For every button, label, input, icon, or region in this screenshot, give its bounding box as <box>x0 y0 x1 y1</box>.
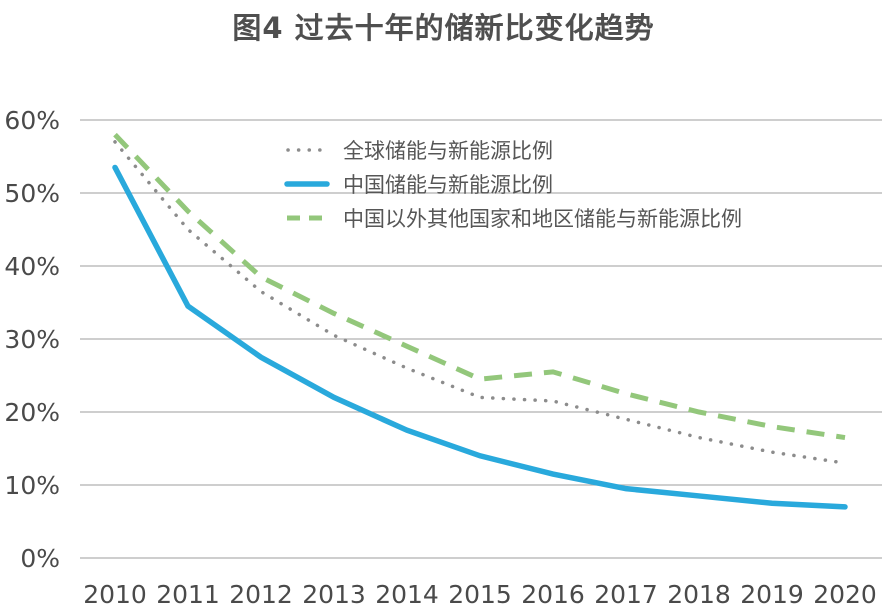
solid-line-swatch-icon <box>284 181 330 187</box>
x-axis-label: 2016 <box>521 580 585 609</box>
x-axis-label: 2012 <box>229 580 293 609</box>
x-axis-label: 2011 <box>156 580 220 609</box>
legend: 全球储能与新能源比例 中国储能与新能源比例 中国以外其他国家和地区储能与新能源比… <box>284 133 742 235</box>
y-axis-label: 0% <box>20 544 60 573</box>
y-axis-label: 50% <box>4 179 60 208</box>
dotted-line-swatch-icon <box>286 148 328 152</box>
legend-label-global: 全球储能与新能源比例 <box>343 139 553 163</box>
x-axis-label: 2020 <box>813 580 877 609</box>
x-axis-label: 2018 <box>667 580 731 609</box>
x-axis-label: 2014 <box>375 580 439 609</box>
y-axis-label: 30% <box>4 325 60 354</box>
y-axis-label: 60% <box>4 106 60 135</box>
x-axis-label: 2010 <box>83 580 147 609</box>
legend-item-other: 中国以外其他国家和地区储能与新能源比例 <box>284 201 742 235</box>
chart-title: 图4 过去十年的储新比变化趋势 <box>232 11 655 45</box>
legend-item-global: 全球储能与新能源比例 <box>284 133 742 167</box>
x-axis-label: 2017 <box>594 580 658 609</box>
x-axis-label: 2015 <box>448 580 512 609</box>
y-axis-label: 10% <box>4 471 60 500</box>
y-axis-label: 40% <box>4 252 60 281</box>
legend-label-other: 中国以外其他国家和地区储能与新能源比例 <box>343 207 742 231</box>
series-line-other <box>113 132 846 441</box>
series-line-china <box>112 164 848 510</box>
dashed-line-swatch-icon <box>287 215 327 221</box>
y-axis-label: 20% <box>4 398 60 427</box>
legend-item-china: 中国储能与新能源比例 <box>284 167 742 201</box>
legend-label-china: 中国储能与新能源比例 <box>343 173 553 197</box>
x-axis-label: 2019 <box>740 580 804 609</box>
x-axis-label: 2013 <box>302 580 366 609</box>
